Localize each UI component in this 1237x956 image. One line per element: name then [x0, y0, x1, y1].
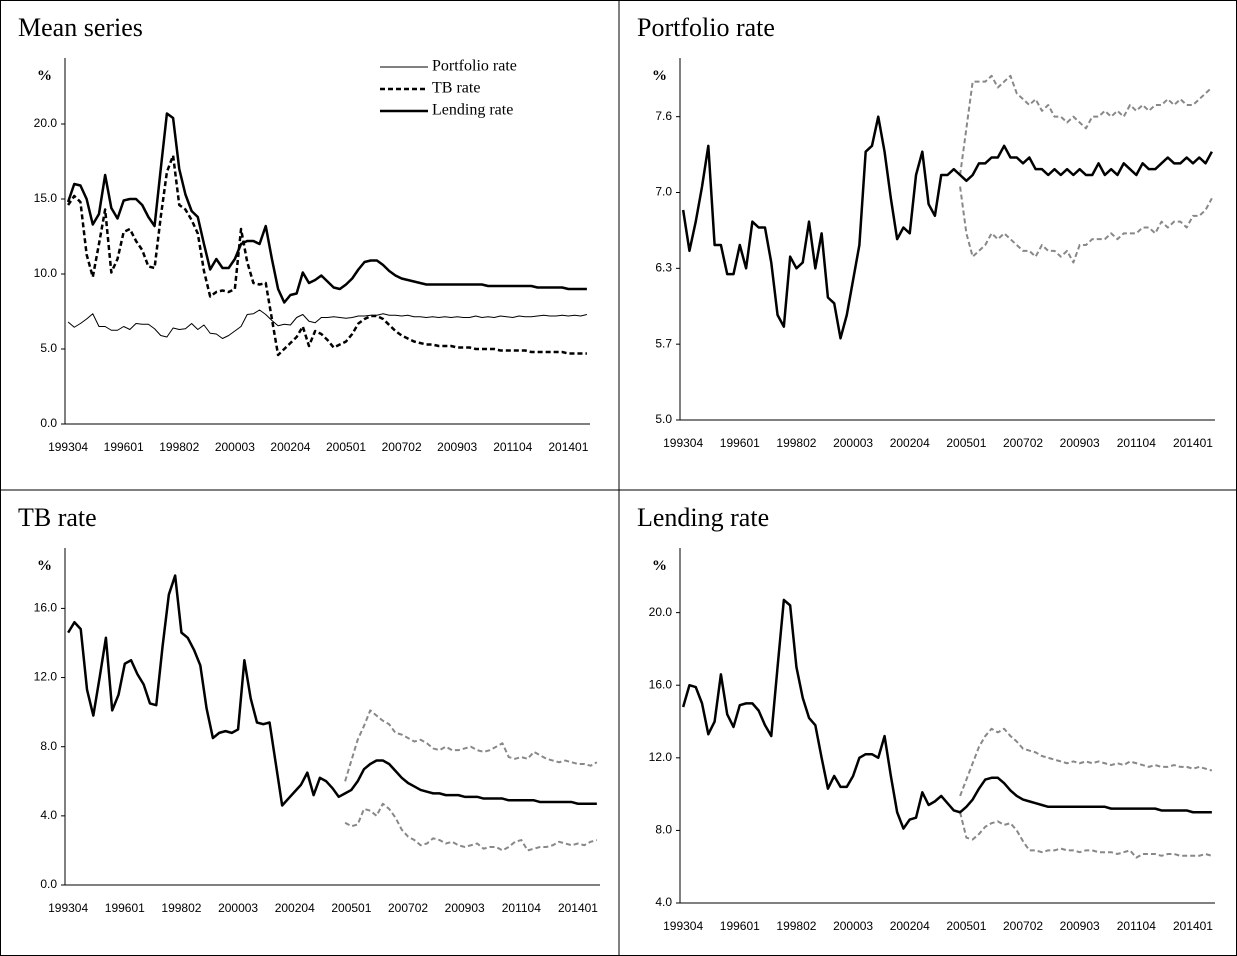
- series-line: [67, 309, 588, 339]
- y-tick-label: 7.6: [655, 109, 672, 123]
- y-tick-label: 5.0: [655, 412, 672, 426]
- x-tick-label: 200003: [215, 440, 255, 454]
- y-tick-label: 16.0: [649, 677, 673, 691]
- x-tick-label: 200702: [388, 901, 428, 915]
- series-line: [67, 574, 597, 807]
- y-tick-label: 15.0: [34, 191, 58, 205]
- x-tick-label: 199304: [48, 901, 88, 915]
- x-tick-label: 200003: [833, 919, 873, 933]
- x-tick-label: 200501: [326, 440, 366, 454]
- x-tick-label: 201401: [558, 901, 598, 915]
- x-tick-label: 199601: [720, 919, 760, 933]
- x-tick-label: 200003: [218, 901, 258, 915]
- series-line: [681, 598, 1212, 830]
- series-line: [681, 115, 1213, 340]
- legend-label: Lending rate: [432, 102, 513, 119]
- chart-title: Mean series: [18, 13, 143, 42]
- y-tick-label: 7.0: [655, 185, 672, 199]
- y-tick-label: 12.0: [34, 670, 58, 684]
- y-axis-label: %: [652, 558, 667, 574]
- legend-label: TB rate: [432, 80, 480, 97]
- y-tick-label: 16.0: [34, 601, 58, 615]
- x-tick-label: 200903: [437, 440, 477, 454]
- y-tick-label: 5.7: [655, 336, 672, 350]
- x-tick-label: 200903: [1060, 919, 1100, 933]
- x-tick-label: 200204: [270, 440, 310, 454]
- x-tick-label: 200702: [382, 440, 422, 454]
- x-tick-label: 200702: [1003, 436, 1043, 450]
- chart-title: TB rate: [18, 503, 97, 532]
- series-line: [66, 112, 587, 304]
- x-tick-label: 200204: [890, 919, 930, 933]
- y-tick-label: 10.0: [34, 266, 58, 280]
- x-tick-label: 200501: [331, 901, 371, 915]
- x-tick-label: 201401: [1173, 436, 1213, 450]
- x-tick-label: 199802: [161, 901, 201, 915]
- x-tick-label: 199601: [105, 901, 145, 915]
- x-tick-label: 200501: [946, 436, 986, 450]
- x-tick-label: 201104: [1117, 919, 1156, 933]
- x-tick-label: 199802: [776, 919, 816, 933]
- y-tick-label: 8.0: [40, 739, 57, 753]
- y-tick-label: 12.0: [649, 750, 673, 764]
- x-tick-label: 200702: [1003, 919, 1043, 933]
- y-tick-label: 4.0: [40, 808, 57, 822]
- y-tick-label: 20.0: [34, 116, 58, 130]
- x-tick-label: 199802: [776, 436, 816, 450]
- x-tick-label: 199802: [159, 440, 199, 454]
- chart-title: Lending rate: [637, 503, 769, 532]
- x-tick-label: 199601: [720, 436, 760, 450]
- x-tick-label: 199601: [104, 440, 144, 454]
- x-tick-label: 199304: [663, 919, 703, 933]
- series-line: [959, 812, 1213, 859]
- series-line: [67, 154, 587, 357]
- y-tick-label: 4.0: [655, 895, 672, 909]
- y-tick-label: 6.3: [655, 261, 672, 275]
- x-tick-label: 201401: [548, 440, 588, 454]
- y-tick-label: 8.0: [655, 823, 672, 837]
- x-tick-label: 199304: [663, 436, 703, 450]
- legend-label: Portfolio rate: [432, 58, 517, 75]
- series-line: [959, 74, 1213, 176]
- series-line: [344, 802, 598, 852]
- x-tick-label: 200903: [445, 901, 485, 915]
- x-tick-label: 200204: [890, 436, 930, 450]
- y-tick-label: 0.0: [40, 416, 57, 430]
- x-tick-label: 201401: [1173, 919, 1213, 933]
- y-axis-label: %: [652, 68, 667, 84]
- x-tick-label: 200003: [833, 436, 873, 450]
- y-axis-label: %: [37, 558, 52, 574]
- x-tick-label: 200903: [1060, 436, 1100, 450]
- y-axis-label: %: [37, 68, 52, 84]
- x-tick-label: 200501: [946, 919, 986, 933]
- x-tick-label: 200204: [275, 901, 315, 915]
- x-tick-label: 201104: [502, 901, 541, 915]
- x-tick-label: 201104: [493, 440, 532, 454]
- series-line: [959, 186, 1213, 264]
- chart-title: Portfolio rate: [637, 13, 775, 42]
- y-tick-label: 0.0: [40, 877, 57, 891]
- series-line: [959, 727, 1213, 797]
- y-tick-label: 5.0: [40, 341, 57, 355]
- y-tick-label: 20.0: [649, 605, 673, 619]
- series-line: [344, 709, 598, 782]
- x-tick-label: 201104: [1117, 436, 1156, 450]
- x-tick-label: 199304: [48, 440, 88, 454]
